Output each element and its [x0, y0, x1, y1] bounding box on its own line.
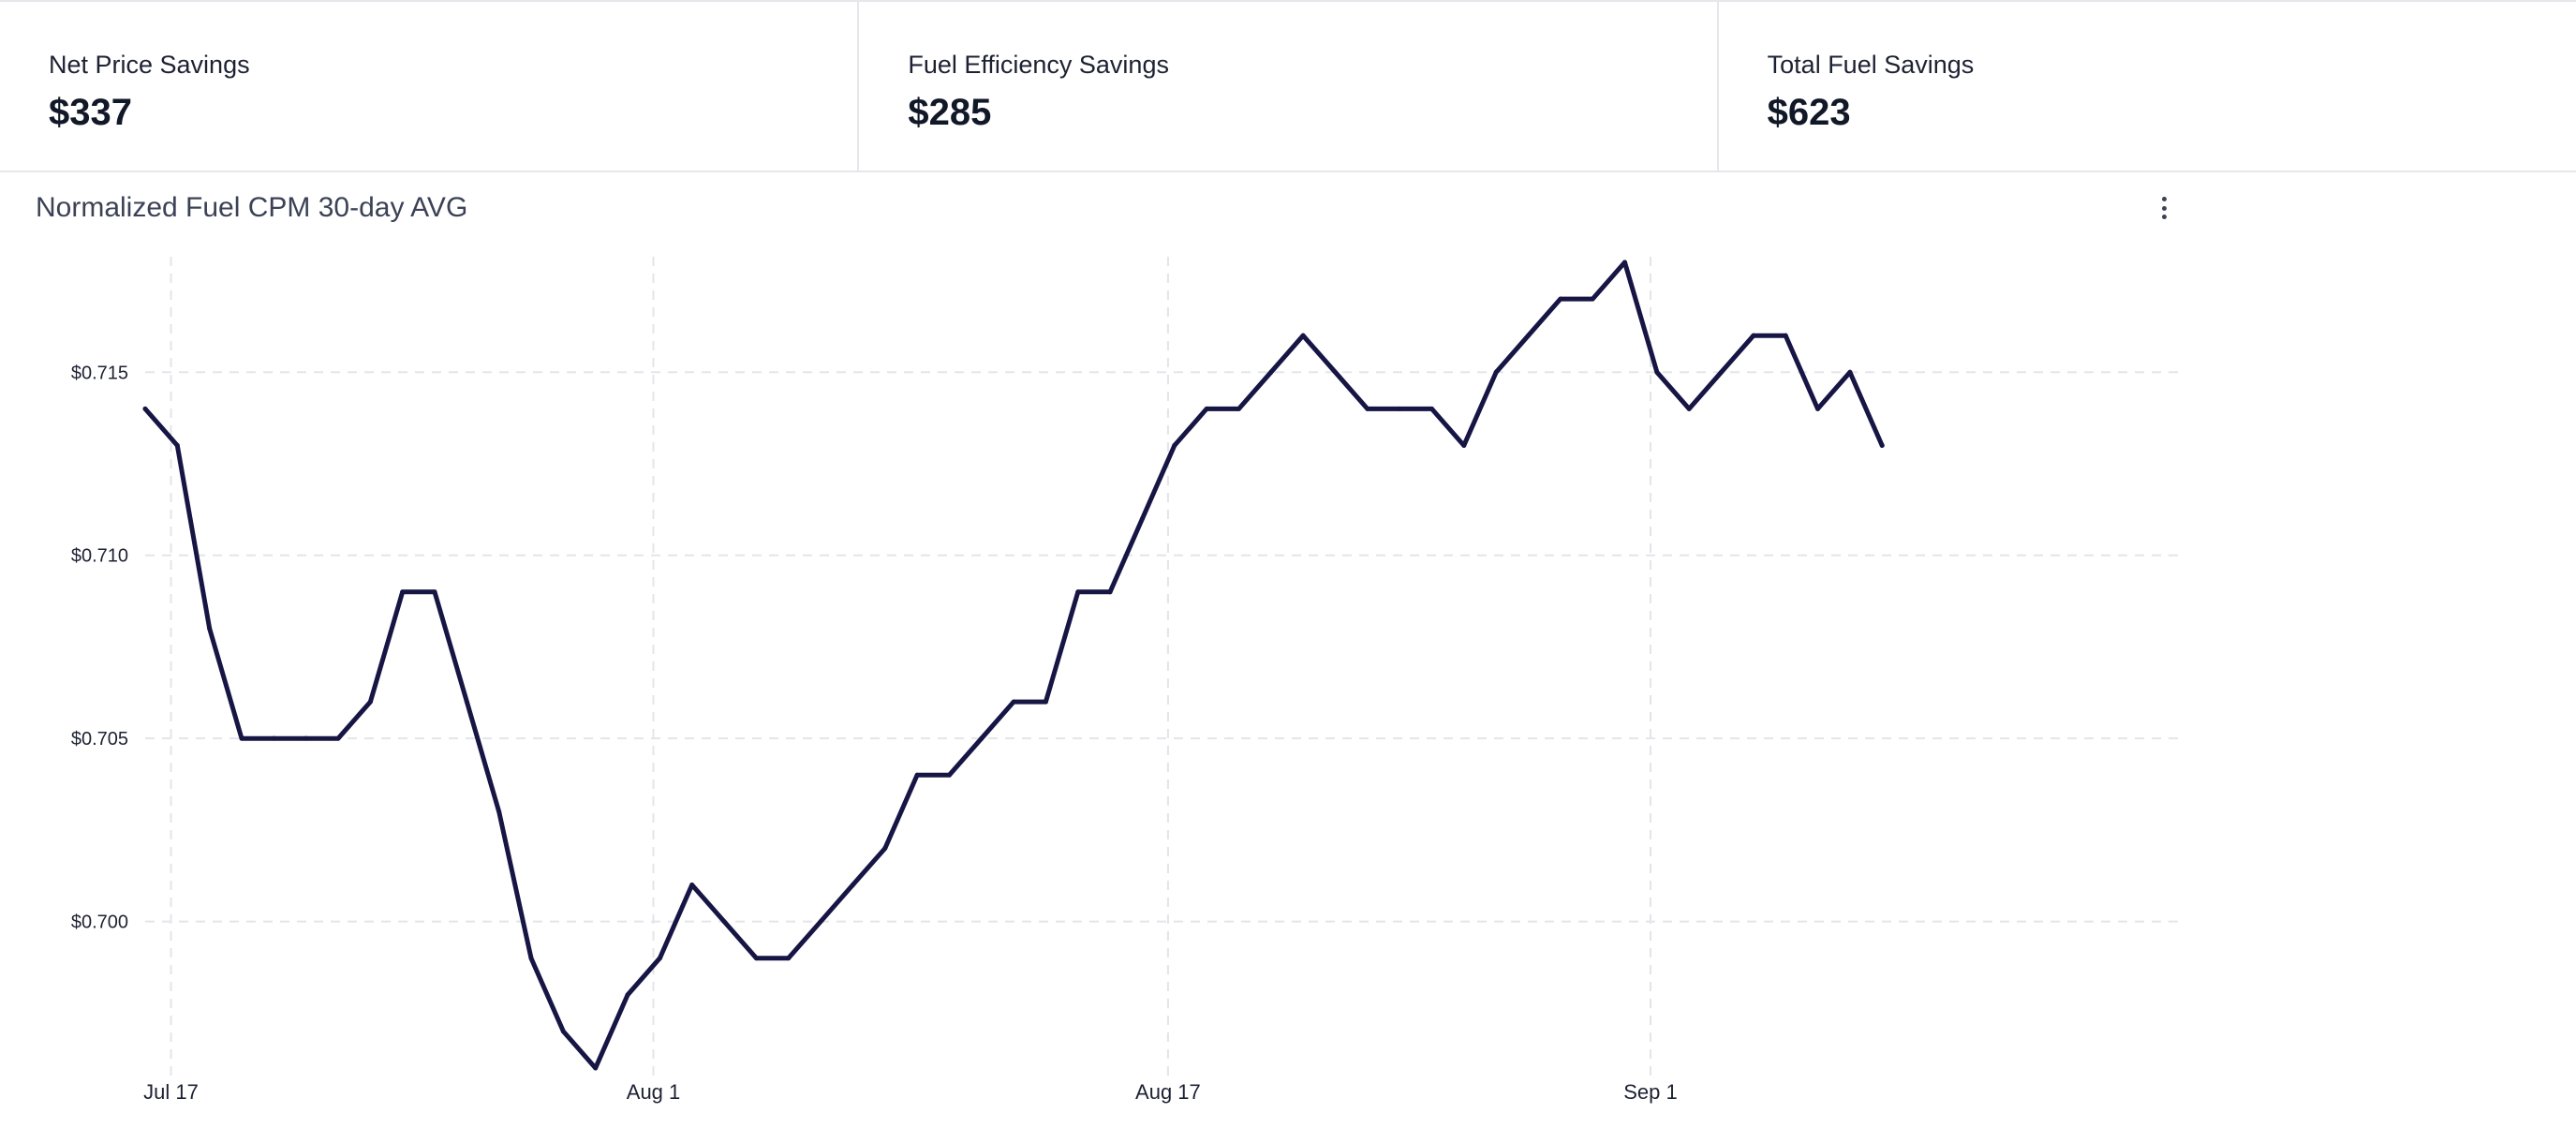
data-point[interactable]: [400, 589, 406, 595]
data-point[interactable]: [207, 626, 213, 631]
data-point[interactable]: [1590, 296, 1595, 302]
data-point[interactable]: [1461, 442, 1467, 448]
data-point[interactable]: [689, 883, 695, 888]
data-point[interactable]: [593, 1065, 599, 1071]
data-point[interactable]: [496, 809, 502, 814]
kpi-value: $337: [49, 92, 132, 133]
kpi-value: $623: [1767, 92, 1851, 133]
data-point[interactable]: [1268, 369, 1274, 375]
data-point[interactable]: [335, 735, 341, 741]
data-point[interactable]: [432, 589, 437, 595]
data-point[interactable]: [239, 735, 244, 741]
data-point[interactable]: [1686, 406, 1692, 411]
data-point[interactable]: [786, 956, 792, 961]
kpi-label: Net Price Savings: [49, 51, 250, 79]
data-point[interactable]: [1332, 369, 1338, 375]
data-point[interactable]: [367, 699, 373, 705]
data-point[interactable]: [1365, 406, 1370, 411]
kpi-card-total-fuel-savings: Total Fuel Savings $623: [1719, 2, 2576, 171]
data-point[interactable]: [818, 919, 823, 925]
data-point[interactable]: [1493, 369, 1499, 375]
y-tick-label: $0.715: [71, 363, 128, 383]
data-point[interactable]: [174, 442, 180, 448]
data-point[interactable]: [882, 845, 888, 851]
data-point[interactable]: [657, 956, 662, 961]
kpi-label: Fuel Efficiency Savings: [908, 51, 1169, 79]
data-point[interactable]: [721, 919, 727, 925]
data-point[interactable]: [1622, 260, 1628, 265]
data-point[interactable]: [979, 735, 985, 741]
data-point[interactable]: [303, 735, 309, 741]
data-point[interactable]: [1204, 406, 1209, 411]
data-point[interactable]: [1719, 369, 1725, 375]
data-point[interactable]: [528, 956, 534, 961]
data-point[interactable]: [560, 1029, 566, 1034]
data-point[interactable]: [1011, 699, 1016, 705]
x-tick-label: Sep 1: [1623, 1080, 1678, 1104]
x-tick-label: Jul 17: [143, 1080, 199, 1104]
kpi-value: $285: [908, 92, 992, 133]
data-point[interactable]: [753, 956, 759, 961]
kpi-card-fuel-efficiency-savings: Fuel Efficiency Savings $285: [859, 2, 1719, 171]
data-point[interactable]: [946, 772, 952, 778]
data-point[interactable]: [1397, 406, 1402, 411]
chart-title: Normalized Fuel CPM 30-day AVG: [36, 192, 468, 223]
y-tick-label: $0.705: [71, 729, 128, 750]
data-point[interactable]: [1751, 333, 1756, 338]
data-point[interactable]: [1654, 369, 1660, 375]
series-layer: [142, 260, 1885, 1071]
x-tick-label: Aug 17: [1135, 1080, 1201, 1104]
kpi-label: Total Fuel Savings: [1767, 51, 1975, 79]
data-point[interactable]: [1107, 589, 1113, 595]
data-point[interactable]: [914, 772, 920, 778]
more-vertical-icon: [2161, 197, 2167, 219]
series-line: [142, 260, 1885, 1071]
line-chart: $0.700 $0.705 $0.710 $0.715 Jul 17 Aug 1 Aug 1…: [71, 257, 2183, 1104]
data-point[interactable]: [1879, 442, 1885, 448]
data-point[interactable]: [464, 699, 469, 705]
y-tick-label: $0.700: [71, 913, 128, 933]
data-point[interactable]: [142, 406, 148, 411]
data-point[interactable]: [1043, 699, 1048, 705]
axis-layer: $0.700 $0.705 $0.710 $0.715 Jul 17 Aug 1 Aug 1…: [71, 363, 1678, 1104]
data-point[interactable]: [1300, 333, 1306, 338]
data-point[interactable]: [850, 883, 855, 888]
x-tick-label: Aug 1: [627, 1080, 681, 1104]
data-point[interactable]: [1172, 442, 1177, 448]
data-point[interactable]: [1526, 333, 1532, 338]
data-point[interactable]: [1558, 296, 1563, 302]
chart-header: Normalized Fuel CPM 30-day AVG: [36, 191, 2181, 225]
data-point[interactable]: [1783, 333, 1788, 338]
kpi-summary-row: Net Price Savings $337 Fuel Efficiency S…: [0, 0, 2576, 172]
grid-layer: [145, 257, 2183, 1077]
data-point[interactable]: [1847, 369, 1853, 375]
data-point[interactable]: [1139, 516, 1145, 522]
data-point[interactable]: [1075, 589, 1081, 595]
data-point[interactable]: [1815, 406, 1821, 411]
y-tick-label: $0.710: [71, 546, 128, 567]
data-point[interactable]: [271, 735, 276, 741]
chart-menu-button[interactable]: [2147, 191, 2181, 225]
data-point[interactable]: [625, 992, 630, 998]
data-point[interactable]: [1429, 406, 1434, 411]
kpi-card-net-price-savings: Net Price Savings $337: [0, 2, 860, 171]
data-point[interactable]: [1236, 406, 1241, 411]
